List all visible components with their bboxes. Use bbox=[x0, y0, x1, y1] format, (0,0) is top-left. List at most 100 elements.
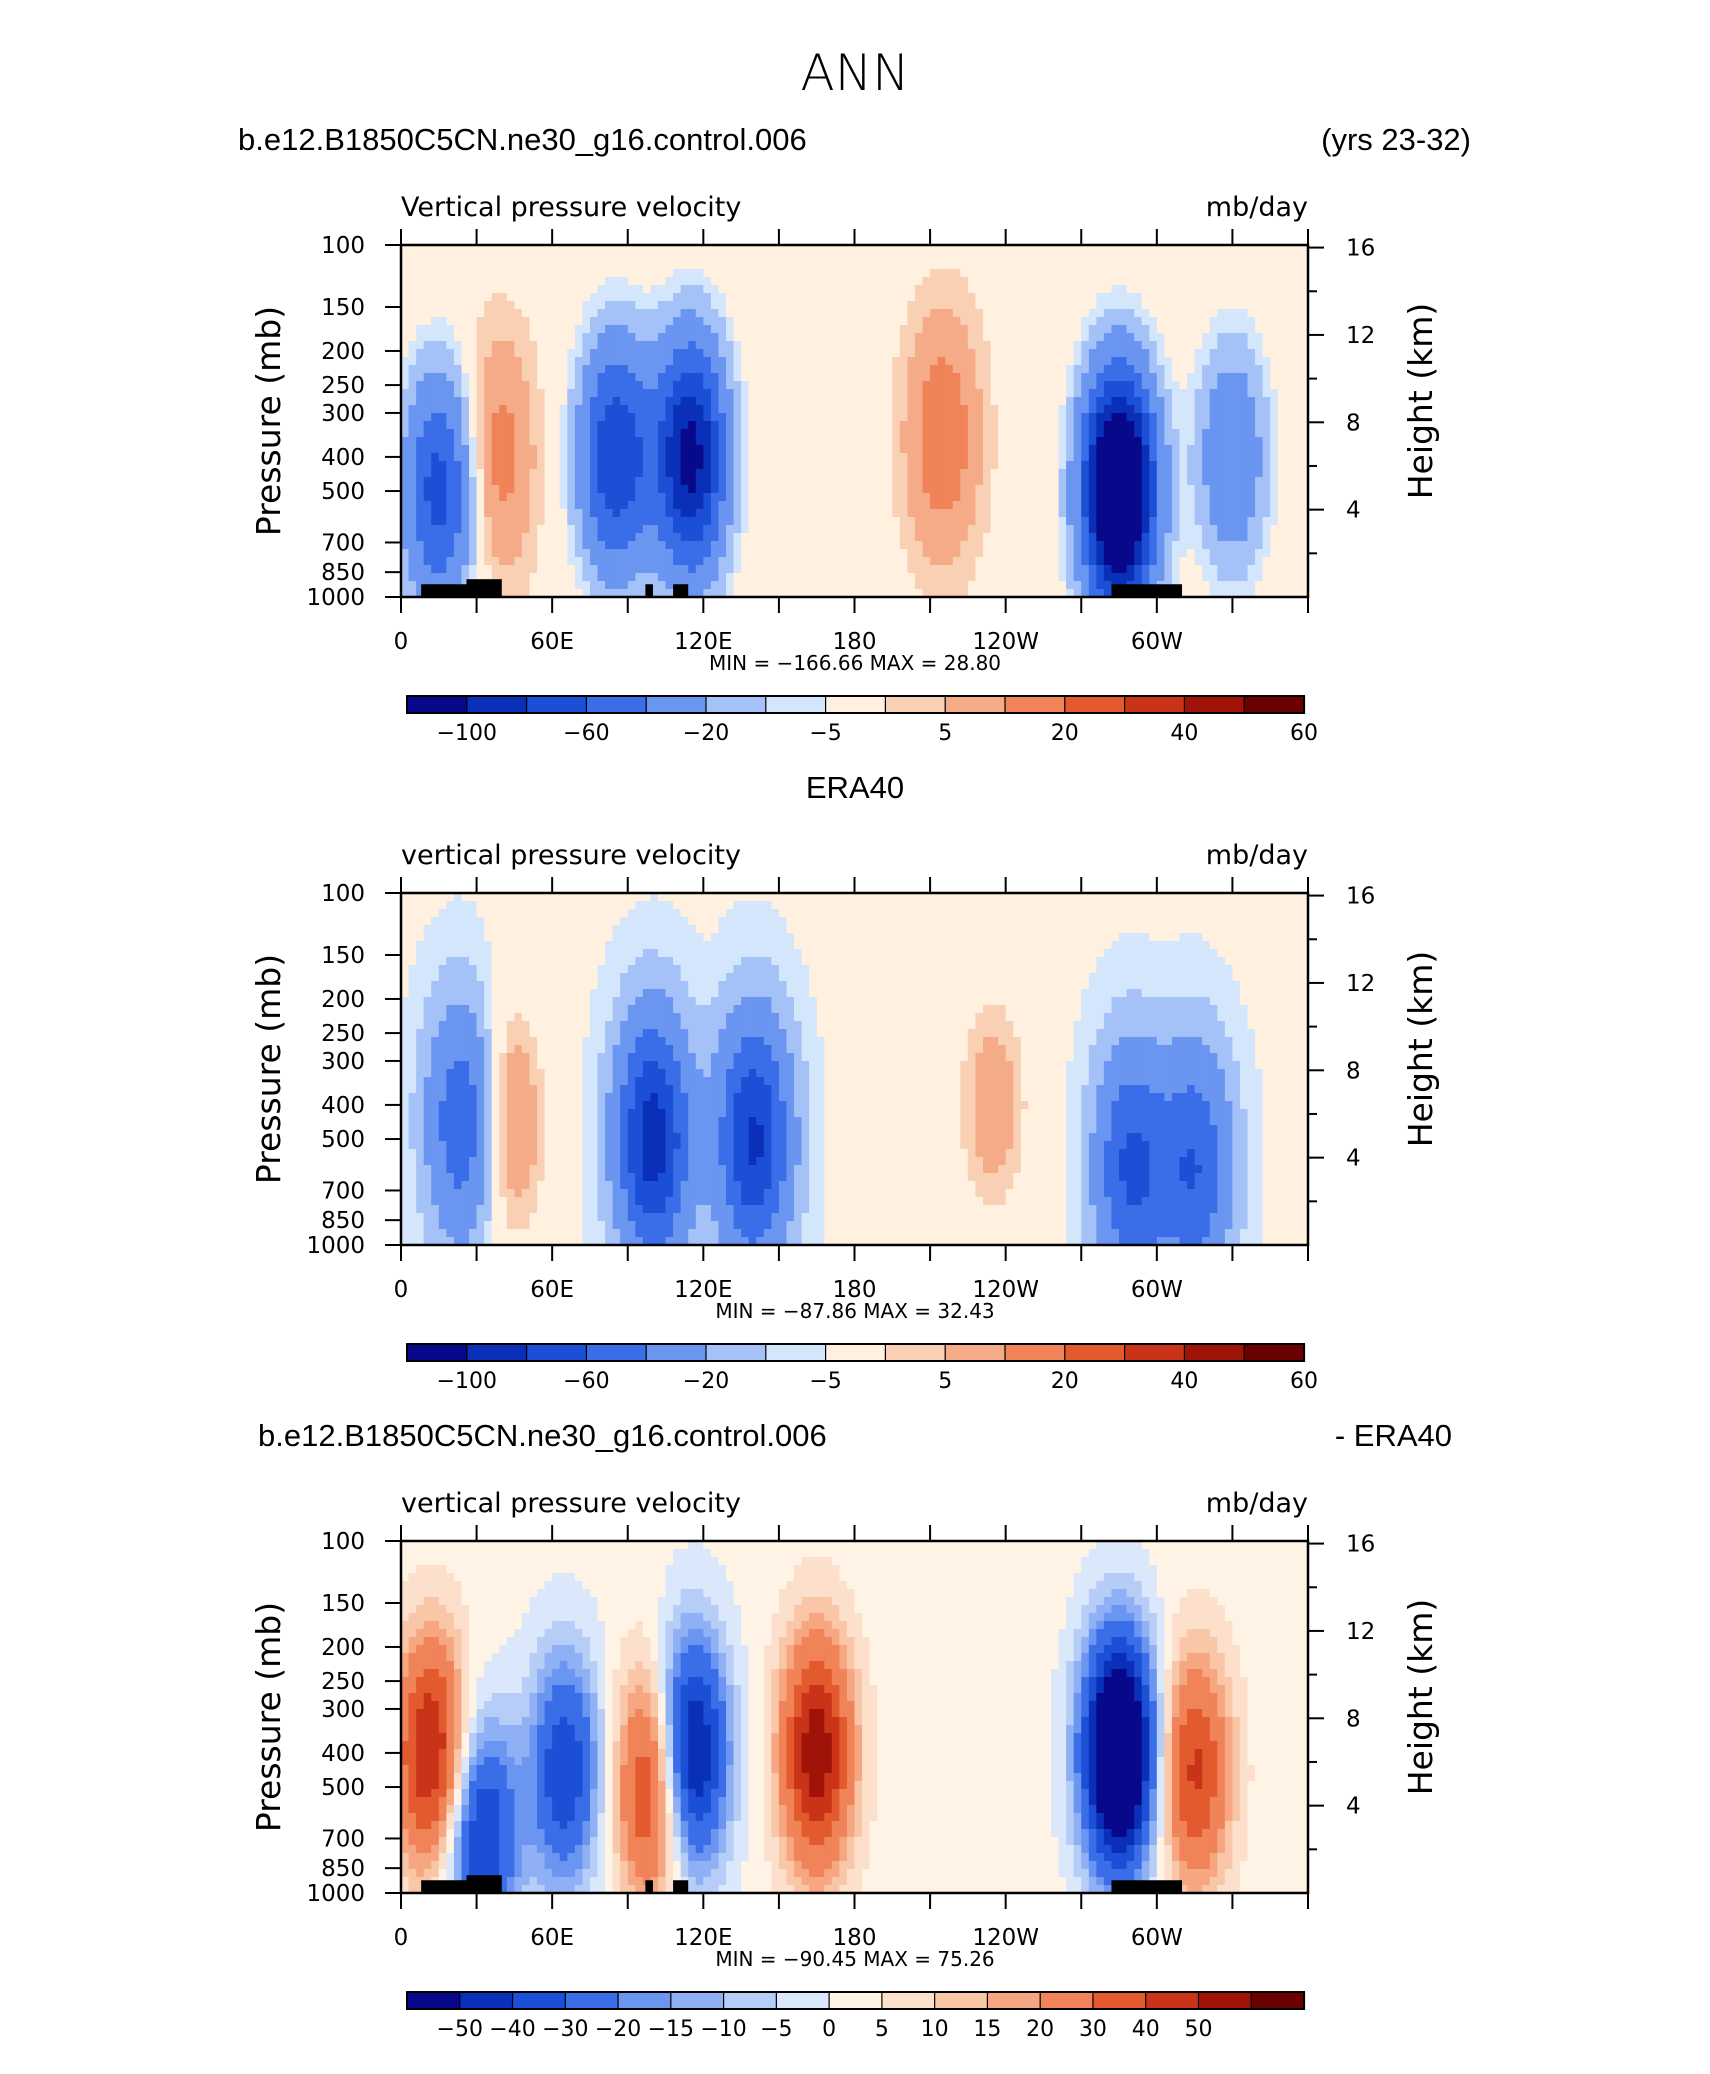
y-tick-label: 100 bbox=[321, 881, 365, 907]
x-tick-label: 120W bbox=[972, 629, 1039, 655]
units-label: mb/day bbox=[1206, 840, 1308, 871]
panel-1: b.e12.B1850C5CN.ne30_g16.control.006 (yrs… bbox=[238, 122, 1471, 746]
colorbar-box bbox=[775, 1991, 831, 2010]
y-tick-label: 200 bbox=[321, 339, 365, 365]
colorbar-box bbox=[406, 1991, 461, 2010]
colorbar-box bbox=[564, 1991, 620, 2010]
y-axis-label: Pressure (mb) bbox=[249, 306, 288, 536]
colorbar-box bbox=[1064, 695, 1126, 714]
colorbar-box bbox=[466, 1343, 528, 1362]
panel-title-left: b.e12.B1850C5CN.ne30_g16.control.006 bbox=[258, 1418, 827, 1453]
land-mask bbox=[1111, 1880, 1183, 1893]
colorbar-label: 5 bbox=[938, 721, 952, 746]
y2-tick-label: 12 bbox=[1346, 971, 1375, 997]
y-tick-label: 300 bbox=[321, 1697, 365, 1723]
y2-tick-label: 4 bbox=[1346, 498, 1361, 524]
colorbar-label: −5 bbox=[809, 1369, 841, 1394]
colorbar-label: 15 bbox=[973, 2017, 1001, 2042]
colorbar-box bbox=[459, 1991, 514, 2010]
y-tick-label: 400 bbox=[321, 445, 365, 471]
y-tick-label: 150 bbox=[321, 295, 365, 321]
y-tick-label: 850 bbox=[321, 1856, 365, 1882]
x-tick-label: 60W bbox=[1131, 1925, 1183, 1951]
y-tick-label: 150 bbox=[321, 943, 365, 969]
x-tick-label: 0 bbox=[394, 1277, 409, 1303]
colorbar-box bbox=[884, 1343, 947, 1362]
y-tick-label: 400 bbox=[321, 1093, 365, 1119]
figure-title: ANN bbox=[800, 44, 909, 102]
colorbar-box bbox=[645, 695, 708, 714]
colorbar-box bbox=[1145, 1991, 1200, 2010]
x-tick-label: 0 bbox=[394, 629, 409, 655]
x-tick-label: 120W bbox=[972, 1277, 1039, 1303]
colorbar-box bbox=[511, 1991, 567, 2010]
y2-tick-label: 8 bbox=[1346, 1058, 1361, 1084]
x-tick-label: 120E bbox=[674, 629, 732, 655]
colorbar-box bbox=[944, 695, 1007, 714]
colorbar-box bbox=[934, 1991, 989, 2010]
y2-tick-label: 8 bbox=[1346, 1706, 1361, 1732]
y-tick-label: 1000 bbox=[306, 585, 365, 611]
land-mask bbox=[645, 584, 653, 597]
colorbar-box bbox=[1243, 1343, 1306, 1362]
y-tick-label: 700 bbox=[321, 530, 365, 556]
colorbar-box bbox=[881, 1991, 936, 2010]
colorbar-label: 40 bbox=[1170, 1369, 1198, 1394]
panel-title-right: - ERA40 bbox=[1335, 1418, 1452, 1453]
y-tick-label: 300 bbox=[321, 401, 365, 427]
y-tick-label: 850 bbox=[321, 1208, 365, 1234]
colorbar-label: −100 bbox=[437, 721, 497, 746]
y-tick-label: 100 bbox=[321, 1529, 365, 1555]
y2-axis-label: Height (km) bbox=[1401, 951, 1440, 1148]
colorbar-label: 40 bbox=[1170, 721, 1198, 746]
colorbar-label: −20 bbox=[683, 721, 729, 746]
colorbar-label: −20 bbox=[595, 2017, 641, 2042]
variable-label: Vertical pressure velocity bbox=[401, 192, 741, 223]
y-axis-label: Pressure (mb) bbox=[249, 1602, 288, 1832]
y2-axis-label: Height (km) bbox=[1401, 303, 1440, 500]
colorbar-label: 20 bbox=[1051, 721, 1079, 746]
colorbar-label: 50 bbox=[1184, 2017, 1212, 2042]
colorbar-box bbox=[986, 1991, 1042, 2010]
colorbar-box bbox=[406, 1343, 468, 1362]
colorbar-frame bbox=[406, 1991, 1305, 2010]
y-tick-label: 700 bbox=[321, 1178, 365, 1204]
colorbar-label: 30 bbox=[1079, 2017, 1107, 2042]
y-tick-label: 500 bbox=[321, 1127, 365, 1153]
y2-tick-label: 4 bbox=[1346, 1146, 1361, 1172]
colorbar-box bbox=[722, 1991, 778, 2010]
colorbar-frame bbox=[406, 695, 1305, 714]
colorbar-label: −50 bbox=[437, 2017, 483, 2042]
colorbar-box bbox=[944, 1343, 1007, 1362]
land-mask bbox=[673, 1880, 689, 1893]
colorbar-label: −15 bbox=[648, 2017, 694, 2042]
colorbar-box bbox=[1092, 1991, 1147, 2010]
contour-field bbox=[401, 893, 1308, 1245]
y2-tick-label: 16 bbox=[1346, 1532, 1375, 1558]
x-tick-label: 60E bbox=[530, 629, 574, 655]
colorbar-label: 60 bbox=[1290, 1369, 1318, 1394]
y2-tick-label: 16 bbox=[1346, 236, 1375, 262]
y-tick-label: 250 bbox=[321, 1021, 365, 1047]
x-tick-label: 180 bbox=[833, 1277, 877, 1303]
colorbar-box bbox=[525, 1343, 588, 1362]
colorbar-box bbox=[466, 695, 528, 714]
colorbar-label: −30 bbox=[542, 2017, 588, 2042]
contour-field bbox=[401, 245, 1308, 597]
x-tick-label: 120W bbox=[972, 1925, 1039, 1951]
contour-field bbox=[401, 1541, 1308, 1893]
colorbar-box bbox=[824, 1343, 887, 1362]
y-tick-label: 300 bbox=[321, 1049, 365, 1075]
colorbar-box bbox=[1039, 1991, 1095, 2010]
colorbar-box bbox=[670, 1991, 725, 2010]
min-max-stats: MIN = −166.66 MAX = 28.80 bbox=[709, 651, 1001, 675]
colorbar-box bbox=[1064, 1343, 1126, 1362]
land-mask bbox=[645, 1880, 653, 1893]
min-max-stats: MIN = −90.45 MAX = 75.26 bbox=[715, 1947, 994, 1971]
units-label: mb/day bbox=[1206, 1488, 1308, 1519]
panel-2: ERA40 vertical pressure velocity mb/day 0 60… bbox=[249, 770, 1440, 1394]
y-tick-label: 200 bbox=[321, 1635, 365, 1661]
x-tick-label: 180 bbox=[833, 629, 877, 655]
colorbar-box bbox=[1250, 1991, 1306, 2010]
y2-tick-label: 12 bbox=[1346, 323, 1375, 349]
